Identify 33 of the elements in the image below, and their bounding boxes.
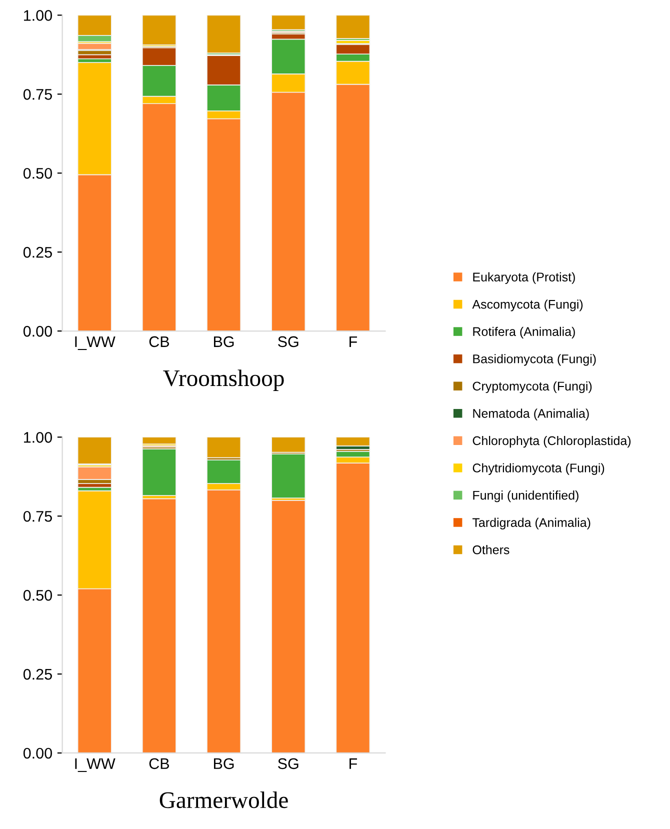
legend-label: Others bbox=[472, 545, 510, 554]
legend-label: Chytridiomycota (Fungi) bbox=[472, 463, 604, 475]
x-tick-label: I_WW bbox=[75, 758, 116, 772]
legend-label: Fungi (unidentified) bbox=[473, 490, 578, 502]
y-tick-label: 0.50 bbox=[23, 168, 52, 179]
legend-label: Basidiomycota (Fungi) bbox=[473, 354, 596, 366]
x-tick-label: I_WW bbox=[75, 336, 116, 350]
y-tick-label: 0.25 bbox=[23, 246, 52, 258]
x-axis-title: Garmerwolde bbox=[160, 792, 288, 808]
y-tick-label: 0.00 bbox=[23, 748, 52, 759]
x-axis-title: Vroomshoop bbox=[163, 370, 284, 391]
legend-label: Chlorophyta (Chloroplastida) bbox=[472, 436, 631, 448]
y-tick-label: 0.25 bbox=[23, 668, 52, 680]
x-tick-label: CB bbox=[149, 336, 169, 348]
legend-label: Nematoda (Animalia) bbox=[473, 408, 589, 420]
legend-label: Tardigrada (Animalia) bbox=[472, 518, 590, 530]
legend-label: Cryptomycota (Fungi) bbox=[472, 381, 592, 394]
y-tick-label: 0.75 bbox=[23, 510, 52, 522]
x-tick-label: F bbox=[350, 336, 358, 347]
y-tick-label: 0.75 bbox=[23, 89, 52, 100]
legend-label: Rotifera (Animalia) bbox=[473, 326, 575, 338]
y-tick-label: 0.50 bbox=[23, 590, 52, 601]
y-tick-label: 1.00 bbox=[24, 432, 52, 443]
x-tick-label: SG bbox=[278, 758, 298, 770]
y-tick-label: 0.00 bbox=[23, 326, 52, 337]
x-tick-label: BG bbox=[214, 336, 234, 348]
y-tick-label: 1.00 bbox=[24, 10, 52, 21]
x-tick-label: F bbox=[350, 758, 358, 769]
legend-label: Eukaryota (Protist) bbox=[473, 272, 575, 284]
x-tick-label: SG bbox=[278, 336, 298, 348]
x-tick-label: BG bbox=[214, 758, 234, 770]
legend-label: Ascomycota (Fungi) bbox=[472, 300, 583, 312]
x-tick-label: CB bbox=[149, 758, 169, 770]
